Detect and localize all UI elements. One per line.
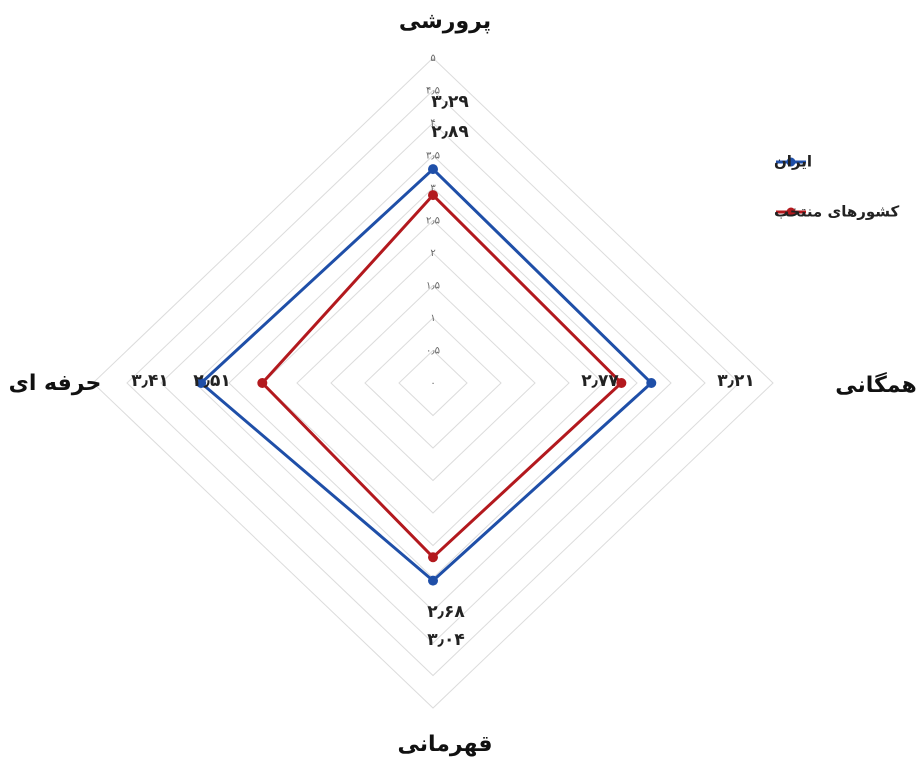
value-label: ۳٫۴۱ — [131, 371, 168, 391]
value-label: ۲٫۶۸ — [427, 602, 465, 622]
value-label: ۲٫۷۷ — [581, 371, 619, 391]
axis-label: پرورشی — [399, 9, 491, 34]
value-label: ۳٫۲۹ — [431, 92, 469, 112]
value-label: ۲٫۵۱ — [193, 371, 230, 391]
r-tick-label: ۳٫۵ — [426, 151, 440, 162]
point — [428, 164, 438, 174]
point — [257, 378, 267, 388]
value-label: ۲٫۸۹ — [431, 122, 469, 142]
r-tick-label: ۱٫۵ — [426, 281, 440, 292]
point — [428, 576, 438, 586]
r-tick-label: ۲٫۵ — [426, 216, 440, 227]
legend-label: کشورهای منتخب — [774, 203, 900, 221]
legend-label: ایران — [774, 153, 812, 171]
point — [646, 378, 656, 388]
value-label: ۳٫۰۴ — [427, 630, 464, 650]
r-tick-label: ۰ — [430, 378, 435, 389]
series-line — [262, 195, 621, 557]
point — [428, 552, 438, 562]
axis-label: قهرمانی — [397, 732, 492, 757]
axis-label: همگانی — [835, 371, 917, 398]
r-tick-label: ۰٫۵ — [426, 346, 440, 357]
value-label: ۳٫۲۱ — [717, 371, 754, 391]
point — [428, 190, 438, 200]
r-tick-label: ۵ — [430, 53, 435, 64]
axis-label: حرفه ای — [9, 371, 102, 396]
r-tick-label: ۱ — [430, 313, 435, 324]
r-tick-label: ۲ — [430, 248, 435, 259]
chart: ۰۰٫۵۱۱٫۵۲۲٫۵۳۳٫۵۴۴٫۵۵پرورشیهمگانیقهرمانی… — [0, 0, 924, 762]
